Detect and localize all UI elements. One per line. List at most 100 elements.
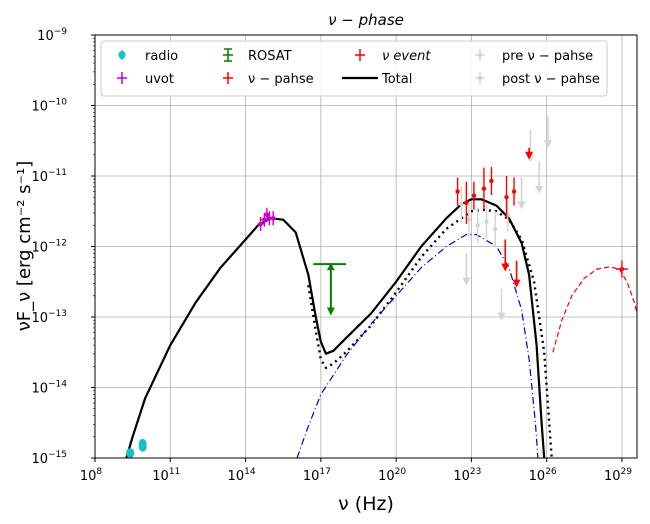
y-axis-label: νF_ν [erg cm⁻² s⁻¹] (14, 161, 35, 332)
y-tick-exponent: −13 (48, 309, 67, 319)
x-tick-label: 1026 (529, 467, 557, 484)
pre-phase-point-dot (475, 223, 480, 228)
y-tick-label: 10−15 (31, 450, 67, 467)
pre-phase-point-dot (466, 217, 472, 222)
post-phase-upper-limit-arrowhead (462, 277, 471, 286)
legend-label-vevent: ν event (382, 49, 431, 64)
pre-phase-point (493, 211, 498, 247)
post-phase-upper-limit (517, 177, 526, 210)
uvot-point-dot (262, 217, 267, 222)
uvot-point-dot (270, 216, 276, 221)
x-tick-exponent: 23 (470, 467, 481, 477)
y-tick-label: 10−12 (31, 239, 67, 256)
legend-label-total: Total (381, 72, 412, 87)
legend-label-uvot: uvot (145, 72, 174, 87)
pre-phase-point (484, 204, 489, 240)
x-tick-label: 1011 (152, 467, 180, 484)
x-tick-label: 1029 (604, 467, 632, 484)
x-tick-exponent: 26 (545, 467, 557, 477)
total-model-curve (125, 198, 546, 458)
legend-swatch-post-dot (477, 75, 483, 81)
x-tick-exponent: 8 (96, 467, 102, 477)
y-tick-exponent: −10 (48, 98, 67, 108)
vphase-point-dot (511, 189, 517, 194)
vphase-point-dot (481, 186, 487, 191)
pre-phase-point (475, 207, 480, 243)
x-tick-exponent: 11 (169, 467, 180, 477)
y-tick-exponent: −9 (54, 27, 68, 37)
pre-phase-point (466, 202, 472, 238)
vphase-point (471, 181, 477, 210)
ssc-curve (296, 233, 539, 458)
legend-label-post: post ν − pahse (502, 72, 600, 87)
alt-total-curve (307, 208, 553, 458)
uvot-point-dot (258, 221, 263, 227)
x-tick-label: 108 (80, 467, 103, 484)
rosat-upper-limit (313, 263, 346, 316)
vphase-point-dot (489, 178, 494, 184)
vphase-point (464, 181, 469, 224)
x-tick-exponent: 14 (244, 467, 256, 477)
uvot-point-dot (264, 212, 270, 217)
data-markers (126, 116, 628, 458)
x-axis-label: ν (Hz) (338, 493, 394, 515)
model-curves (125, 198, 637, 458)
legend-swatch-pre-dot (477, 52, 483, 58)
y-axis-ticks: 10−15 10−14 10−13 10−12 10−11 10−10 10−9 (31, 27, 95, 467)
legend-label-vphase: ν − pahse (248, 72, 314, 87)
vphase-point (504, 176, 509, 219)
hadronic-curve (552, 266, 637, 353)
y-tick-exponent: −15 (48, 450, 67, 460)
chart-title: ν − phase (328, 11, 404, 29)
y-tick-exponent: −14 (48, 380, 67, 390)
vphase-point (511, 177, 517, 206)
pre-phase-point-dot (484, 219, 489, 225)
rosat-arrowhead (326, 307, 335, 316)
uvot-point (270, 211, 277, 226)
vphase-point-dot (504, 194, 509, 200)
x-tick-exponent: 29 (620, 467, 632, 477)
y-tick-label: 10−9 (37, 27, 67, 44)
vphase-point-dot (455, 189, 460, 194)
post-phase-upper-limit-arrowhead (517, 201, 526, 210)
legend-swatch-radio (118, 51, 126, 59)
y-tick-label: 10−10 (31, 98, 67, 115)
x-tick-label: 1020 (378, 467, 406, 484)
vphase-point-dot (471, 193, 477, 198)
x-tick-label: 1014 (228, 467, 256, 484)
pre-phase-point (459, 186, 464, 222)
uvot-point (257, 216, 264, 231)
post-phase-upper-limit-arrowhead (535, 185, 544, 194)
vevent-point (615, 260, 628, 278)
vphase-upper-limit (501, 239, 510, 272)
post-phase-upper-limit-arrowhead (497, 312, 506, 321)
x-tick-exponent: 20 (395, 467, 407, 477)
legend-label-rosat: ROSAT (248, 49, 292, 64)
uvot-point-dot (267, 216, 272, 221)
rosat-cap (326, 263, 335, 271)
vphase-upper-limit (512, 260, 521, 288)
vphase-point (481, 167, 487, 210)
vphase-upper-limit-arrowhead (512, 279, 521, 288)
x-tick-label: 1023 (453, 467, 481, 484)
vphase-upper-limit (525, 147, 534, 160)
vevent-point-dot (619, 266, 625, 272)
pre-phase-point-dot (459, 202, 464, 207)
vphase-point (489, 166, 494, 196)
vphase-point (455, 177, 460, 206)
grid-lines (94, 34, 637, 459)
legend-label-pre: pre ν − pahse (502, 49, 593, 64)
post-phase-upper-limit (526, 130, 535, 163)
post-phase-upper-limit-arrowhead (543, 140, 552, 149)
post-phase-upper-limit (497, 288, 506, 321)
legend-label-radio: radio (145, 49, 178, 64)
x-tick-label: 1017 (303, 467, 331, 484)
y-tick-exponent: −11 (48, 168, 67, 178)
vphase-point-dot (464, 200, 469, 205)
vphase-upper-limit-arrowhead (525, 151, 534, 160)
x-tick-exponent: 17 (319, 467, 330, 477)
post-phase-upper-limit (543, 116, 552, 149)
y-tick-exponent: −12 (48, 239, 67, 249)
y-tick-label: 10−14 (31, 380, 67, 397)
